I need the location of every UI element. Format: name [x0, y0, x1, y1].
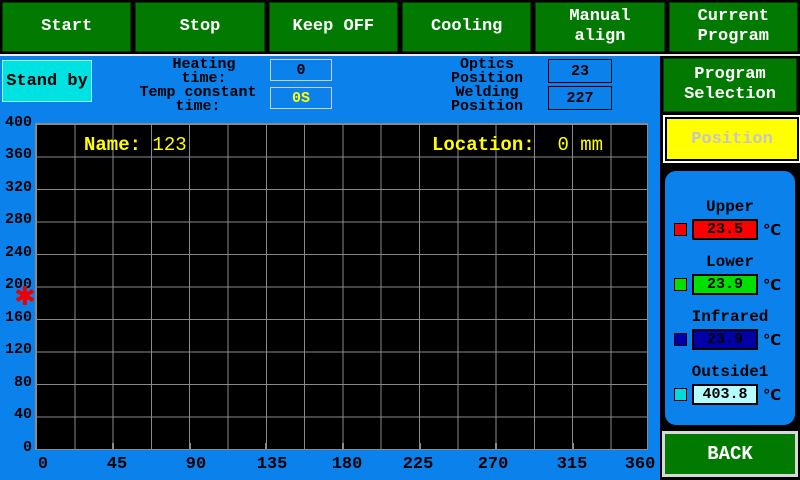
name-key: Name:: [84, 134, 142, 156]
lower-temp-unit: ℃: [763, 275, 782, 294]
y-tick-label: 240: [4, 244, 32, 261]
y-tick-label: 320: [4, 179, 32, 196]
program-selection-button[interactable]: Program Selection: [663, 58, 797, 112]
x-tick-label: 360: [624, 455, 656, 474]
right-panel: Program Selection Position Upper 23.5 ℃ …: [660, 56, 800, 480]
location-key: Location:: [432, 134, 535, 156]
y-tick-label: 200: [4, 276, 32, 293]
position-button[interactable]: Position: [665, 117, 799, 161]
heating-time-field[interactable]: 0: [270, 59, 332, 81]
outside1-temp-value: 403.8: [692, 384, 758, 405]
x-tick-mark: [342, 443, 344, 449]
y-tick-label: 280: [4, 211, 32, 228]
location-value: 0 mm: [557, 134, 604, 156]
x-tick-label: 225: [402, 455, 434, 474]
infrared-temp-unit: ℃: [763, 330, 782, 349]
program-name-label: Name: 123: [84, 134, 187, 156]
x-tick-label: 180: [331, 455, 363, 474]
manual-align-button[interactable]: Manual align: [535, 2, 665, 52]
infrared-temp-label: Infrared: [691, 308, 769, 326]
back-button[interactable]: BACK: [662, 431, 798, 477]
x-tick-mark: [495, 443, 497, 449]
lower-temp-swatch-icon: [674, 278, 687, 291]
x-tick-mark: [419, 443, 421, 449]
current-program-button[interactable]: Current Program: [668, 2, 798, 52]
x-tick-mark: [572, 443, 574, 449]
y-tick-label: 400: [4, 114, 32, 131]
x-tick-mark: [265, 443, 267, 449]
x-tick-label: 270: [477, 455, 509, 474]
start-button[interactable]: Start: [2, 2, 132, 52]
y-tick-label: 360: [4, 146, 32, 163]
y-tick-label: 80: [13, 374, 32, 391]
upper-temp-unit: ℃: [763, 220, 782, 239]
location-label: Location: 0 mm: [432, 134, 603, 156]
temperature-panel: Upper 23.5 ℃ Lower 23.9 ℃ Infrared: [662, 168, 798, 428]
top-toolbar: Start Stop Keep OFF Cooling Manual align…: [0, 0, 800, 54]
heating-time-label: Heating time:: [172, 56, 236, 87]
welding-position-field[interactable]: 227: [548, 86, 612, 110]
name-value: 123: [152, 134, 187, 156]
x-tick-mark: [189, 443, 191, 449]
x-tick-label: 45: [106, 455, 128, 474]
x-tick-label: 315: [556, 455, 588, 474]
temp-constant-time-label: Temp constant time:: [139, 84, 257, 115]
optics-position-label: Optics Position: [450, 56, 523, 87]
infrared-temp-swatch-icon: [674, 333, 687, 346]
infrared-temp-group: Infrared 23.9 ℃: [665, 309, 795, 350]
upper-temp-label: Upper: [705, 198, 754, 216]
stop-button[interactable]: Stop: [135, 2, 265, 52]
y-tick-label: 40: [13, 406, 32, 423]
standby-status-badge: Stand by: [2, 60, 92, 102]
x-tick-label: 0: [37, 455, 49, 474]
y-tick-label: 120: [4, 341, 32, 358]
x-tick-label: 135: [256, 455, 288, 474]
y-tick-label: 160: [4, 309, 32, 326]
optics-position-field[interactable]: 23: [548, 59, 612, 83]
upper-temp-group: Upper 23.5 ℃: [665, 199, 795, 240]
welding-position-label: Welding Position: [450, 84, 523, 115]
cooling-button[interactable]: Cooling: [401, 2, 532, 52]
upper-temp-swatch-icon: [674, 223, 687, 236]
lower-temp-group: Lower 23.9 ℃: [665, 254, 795, 295]
x-tick-label: 90: [185, 455, 207, 474]
lower-temp-label: Lower: [705, 253, 754, 271]
outside1-temp-swatch-icon: [674, 388, 687, 401]
setpoint-marker-icon: ✱: [14, 282, 36, 312]
upper-temp-value: 23.5: [692, 219, 758, 240]
infrared-temp-value: 23.9: [692, 329, 758, 350]
outside1-temp-unit: ℃: [763, 385, 782, 404]
x-tick-mark: [112, 443, 114, 449]
keep-off-button[interactable]: Keep OFF: [268, 2, 398, 52]
temperature-plot: Name: 123 Location: 0 mm: [35, 123, 648, 450]
toolbar-separator: [0, 54, 800, 56]
outside1-temp-label: Outside1: [691, 363, 769, 381]
temp-constant-time-field[interactable]: 0S: [270, 87, 332, 109]
outside1-temp-group: Outside1 403.8 ℃: [665, 364, 795, 405]
lower-temp-value: 23.9: [692, 274, 758, 295]
y-tick-label: 0: [22, 439, 32, 456]
